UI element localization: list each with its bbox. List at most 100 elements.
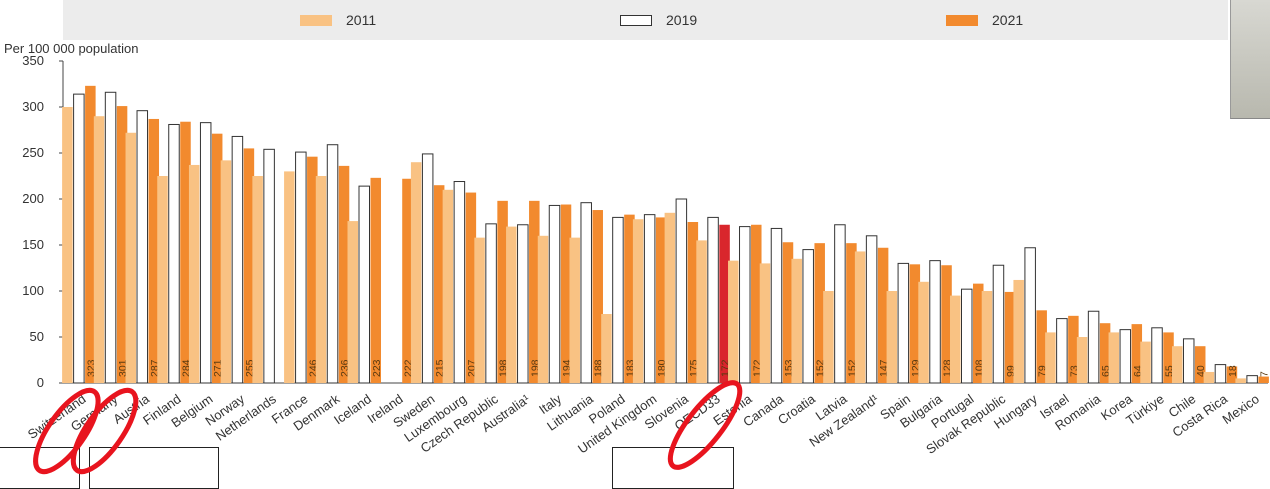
bar-costa-rica-2019 xyxy=(1214,364,1227,384)
bar-poland-2021 xyxy=(624,214,635,383)
bar-australia-2021 xyxy=(529,200,540,383)
bar-austria-2021 xyxy=(148,118,160,384)
legend-item-2019: 2019 xyxy=(620,12,697,28)
bar-iceland-2011 xyxy=(347,221,358,383)
bar-denmark-2021 xyxy=(338,165,350,383)
bar-bulgaria-2011 xyxy=(918,281,929,383)
bar-chart: 050100150200250300350323Switzerland301Ge… xyxy=(22,53,1270,475)
bar-switzerland-2011 xyxy=(62,107,73,383)
bar-mexico-2011 xyxy=(1235,378,1246,383)
bar-sweden-2011 xyxy=(410,162,422,383)
bar-lithuania-2011 xyxy=(569,237,580,383)
bar-spain-2019 xyxy=(897,262,910,384)
bar-austria-2011 xyxy=(125,132,137,383)
category-label-croatia: Croatia xyxy=(775,391,819,428)
bar-hungary-2019 xyxy=(1024,247,1036,384)
bar-canada-2021 xyxy=(782,242,794,383)
bar-italy-2011 xyxy=(537,235,549,383)
legend-item-2011: 2011 xyxy=(300,12,377,28)
legend-swatch-2011 xyxy=(300,14,332,26)
bar-netherlands-2019 xyxy=(263,148,275,384)
bar-portugal-2011 xyxy=(950,295,961,383)
bar-switzerland-2019 xyxy=(73,93,85,384)
y-tick-label-50: 50 xyxy=(30,329,44,344)
bar-romania-2021 xyxy=(1099,323,1111,383)
y-axis-title: Per 100 000 population xyxy=(4,41,139,56)
bar-lithuania-2019 xyxy=(580,202,592,384)
bar-romania-2019 xyxy=(1087,310,1100,384)
legend-swatch-2021 xyxy=(946,14,978,26)
bar-chile-2011 xyxy=(1171,346,1183,383)
bar-portugal-2019 xyxy=(961,288,973,384)
bar-luxembourg-2019 xyxy=(453,181,466,384)
y-tick-label-300: 300 xyxy=(22,99,44,114)
y-tick-label-250: 250 xyxy=(22,145,44,160)
bar-oecd33-2019 xyxy=(707,216,719,384)
bar-switzerland-2021 xyxy=(85,85,96,383)
value-label-hungary: 79 xyxy=(1037,365,1049,377)
bar-finland-2021 xyxy=(180,121,191,383)
bar-new-zealand-2021 xyxy=(877,247,889,383)
bar-estonia-2021 xyxy=(751,224,762,383)
y-tick-label-100: 100 xyxy=(22,283,44,298)
bar-latvia-2019 xyxy=(834,224,846,384)
bar-netherlands-2011 xyxy=(252,176,263,383)
bar-norway-2021 xyxy=(243,148,255,383)
category-label-mexico: Mexico xyxy=(1220,391,1262,427)
bar-germany-2011 xyxy=(93,116,105,383)
bar-luxembourg-2021 xyxy=(465,192,477,383)
bar-estonia-2011 xyxy=(728,260,739,383)
bar-germany-2019 xyxy=(104,91,117,384)
y-tick-label-350: 350 xyxy=(22,53,44,68)
bar-sweden-2019 xyxy=(421,153,434,384)
legend-swatch-2019 xyxy=(620,14,652,26)
bar-israel-2011 xyxy=(1045,332,1056,383)
value-label-t-rkiye: 55 xyxy=(1164,365,1176,377)
bar-new-zealand-2011 xyxy=(854,251,866,383)
bar-t-rkiye-2021 xyxy=(1163,332,1174,383)
bar-portugal-2021 xyxy=(973,283,984,383)
bar-korea-2021 xyxy=(1131,324,1143,383)
bar-korea-2011 xyxy=(1108,332,1120,383)
bar-romania-2011 xyxy=(1076,337,1088,383)
bar-ireland-2021 xyxy=(402,178,413,383)
bar-israel-2019 xyxy=(1056,318,1068,384)
bar-canada-2011 xyxy=(759,263,771,383)
bar-slovak-republic-2021 xyxy=(1004,291,1016,383)
bar-slovenia-2011 xyxy=(664,212,676,383)
bar-luxembourg-2011 xyxy=(442,189,454,383)
bar-italy-2021 xyxy=(560,204,572,383)
bar-czech-republic-2019 xyxy=(485,223,497,384)
bar-norway-2011 xyxy=(220,160,232,383)
bar-iceland-2021 xyxy=(370,177,381,383)
bar-czech-republic-2021 xyxy=(497,200,508,383)
bar-t-rkiye-2019 xyxy=(1151,327,1163,384)
bar-france-2011 xyxy=(284,171,295,383)
bar-czech-republic-2011 xyxy=(474,237,485,383)
bar-oecd33-2021 xyxy=(719,224,730,383)
bar-slovenia-2019 xyxy=(675,198,688,384)
bar-oecd33-2011 xyxy=(696,240,707,383)
bar-israel-2021 xyxy=(1068,315,1079,383)
bar-latvia-2021 xyxy=(846,243,857,383)
bar-belgium-2011 xyxy=(188,164,200,383)
value-label-chile: 40 xyxy=(1195,365,1207,377)
bar-italy-2019 xyxy=(548,204,561,384)
bar-costa-rica-2021 xyxy=(1226,366,1238,383)
bar-spain-2011 xyxy=(886,291,898,383)
bar-united-kingdom-2019 xyxy=(643,214,656,384)
bar-australia-2011 xyxy=(506,226,517,383)
bar-united-kingdom-2021 xyxy=(655,217,667,383)
legend-label-2011: 2011 xyxy=(346,12,377,28)
bar-t-rkiye-2011 xyxy=(1140,341,1151,383)
bar-hungary-2021 xyxy=(1036,310,1047,383)
y-tick-label-200: 200 xyxy=(22,191,44,206)
bar-austria-2019 xyxy=(136,110,149,384)
bar-hungary-2011 xyxy=(1013,279,1024,383)
bar-slovak-republic-2019 xyxy=(992,264,1005,384)
bar-norway-2019 xyxy=(231,135,244,384)
bar-chile-2021 xyxy=(1194,346,1206,383)
bar-latvia-2011 xyxy=(823,291,834,383)
bar-finland-2011 xyxy=(157,176,168,383)
bar-mexico-2019 xyxy=(1246,375,1258,384)
